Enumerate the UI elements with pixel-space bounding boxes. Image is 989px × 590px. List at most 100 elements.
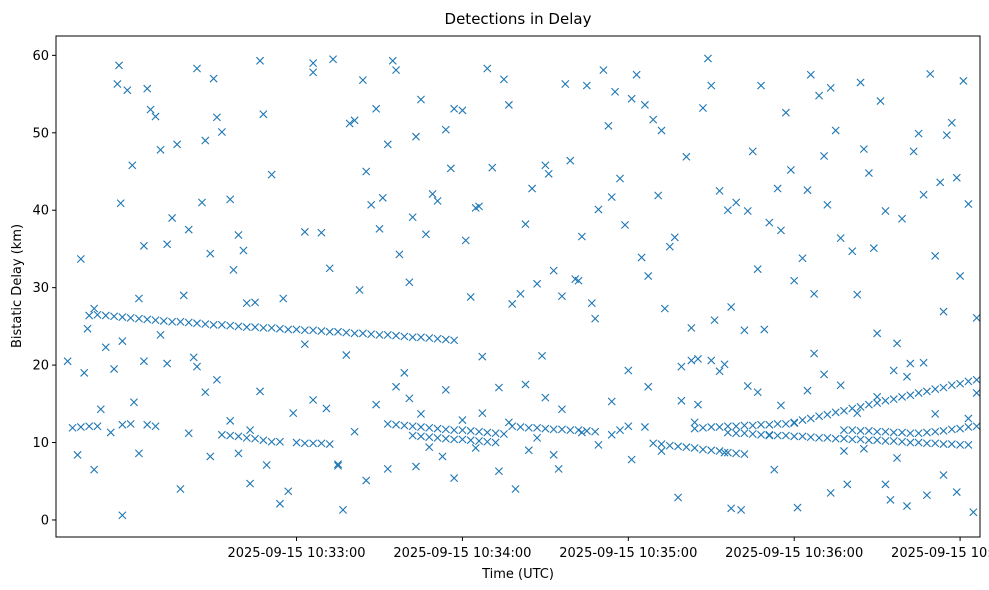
x-tick-label: 2025-09-15 10:37:00 <box>891 546 989 561</box>
data-point <box>898 214 907 223</box>
data-point <box>309 395 318 404</box>
data-point <box>765 218 774 227</box>
data-point <box>425 443 434 452</box>
data-point <box>392 66 401 75</box>
data-point <box>350 329 359 338</box>
data-point <box>873 436 882 445</box>
data-point <box>488 163 497 172</box>
data-point <box>743 382 752 390</box>
data-point <box>621 220 629 229</box>
data-point <box>533 433 542 442</box>
data-point <box>732 198 741 207</box>
data-point <box>156 145 165 154</box>
data-point <box>300 340 309 349</box>
data-point <box>483 428 492 437</box>
data-point <box>956 424 965 433</box>
data-point <box>438 452 447 461</box>
data-point <box>806 70 815 79</box>
data-point <box>355 285 364 294</box>
data-point <box>853 290 862 299</box>
data-point <box>242 323 251 332</box>
data-point <box>826 83 835 92</box>
data-point <box>898 392 907 401</box>
data-point <box>893 339 902 348</box>
data-point <box>649 115 658 124</box>
data-point <box>723 422 732 431</box>
data-point <box>118 420 127 429</box>
data-point <box>317 439 326 448</box>
data-point <box>753 388 762 397</box>
data-point <box>118 511 127 520</box>
data-point <box>859 145 868 154</box>
data-point <box>173 140 182 149</box>
data-point <box>90 304 99 313</box>
data-point <box>607 193 616 202</box>
data-point <box>856 78 865 87</box>
data-point <box>898 437 907 446</box>
data-point <box>931 427 940 436</box>
data-point <box>504 100 513 109</box>
data-point <box>765 420 774 429</box>
data-point <box>256 387 265 396</box>
data-point <box>246 426 255 435</box>
data-point <box>163 359 172 368</box>
data-point <box>599 66 608 75</box>
data-point <box>110 364 119 373</box>
data-point <box>450 426 459 435</box>
data-point <box>682 443 691 452</box>
data-point <box>790 432 799 441</box>
data-point <box>168 213 177 222</box>
data-point <box>826 488 835 497</box>
data-point <box>405 278 414 287</box>
data-point <box>151 422 160 431</box>
data-point <box>947 440 956 449</box>
data-point <box>378 193 387 202</box>
data-point <box>201 320 210 329</box>
data-point <box>300 227 309 236</box>
data-point <box>574 276 583 285</box>
data-point <box>284 487 293 496</box>
data-point <box>587 299 596 308</box>
data-point <box>63 357 72 366</box>
data-point <box>889 428 898 437</box>
data-point <box>737 505 746 514</box>
data-point <box>616 174 625 183</box>
data-point <box>922 428 931 437</box>
data-point <box>466 436 475 445</box>
data-point <box>889 395 898 404</box>
data-point <box>815 91 824 100</box>
data-point <box>956 440 965 449</box>
data-point <box>914 129 923 138</box>
data-point <box>881 436 890 445</box>
data-point <box>864 169 873 178</box>
data-point <box>594 205 603 214</box>
data-point <box>781 108 790 117</box>
data-point <box>400 421 409 430</box>
data-point <box>886 495 895 504</box>
data-point <box>931 439 940 448</box>
data-point <box>793 503 802 512</box>
data-point <box>309 326 318 335</box>
data-point <box>433 196 442 205</box>
data-point <box>441 125 450 134</box>
x-tick-label: 2025-09-15 10:33:00 <box>227 546 365 561</box>
data-point <box>176 317 185 326</box>
data-point <box>541 424 550 433</box>
data-point <box>690 424 699 433</box>
data-point <box>903 502 911 511</box>
data-point <box>126 313 135 322</box>
data-point <box>554 464 563 473</box>
data-point <box>753 265 762 274</box>
data-point <box>416 432 425 441</box>
data-point <box>504 418 513 427</box>
data-point <box>906 391 915 400</box>
data-point <box>972 375 981 384</box>
data-point <box>732 429 741 438</box>
data-point <box>256 56 265 65</box>
data-point <box>544 169 553 178</box>
data-point <box>466 426 475 435</box>
data-point <box>591 427 600 436</box>
data-point <box>184 225 193 234</box>
data-point <box>757 430 766 439</box>
data-point <box>239 246 248 255</box>
